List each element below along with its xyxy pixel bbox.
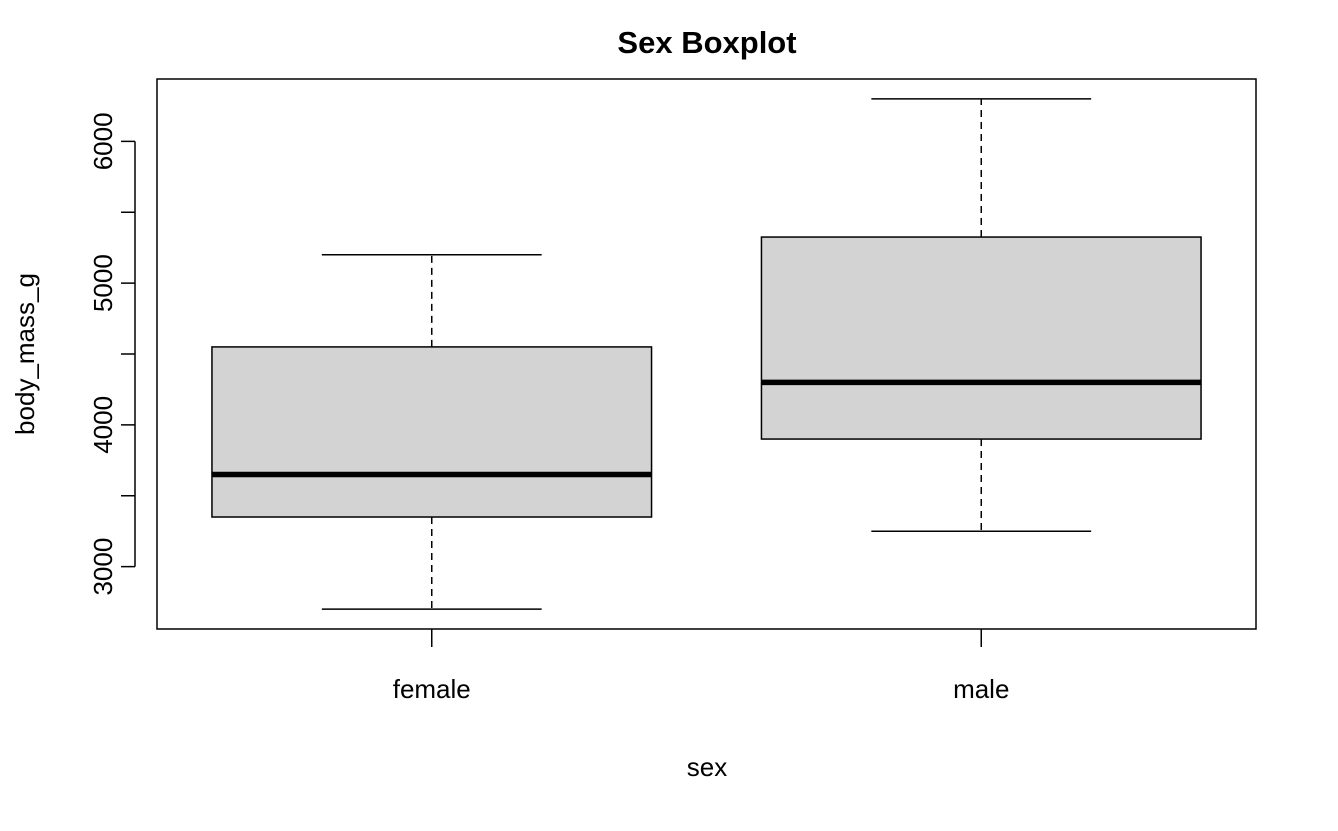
x-tick-label: male — [953, 674, 1009, 704]
y-axis-label: body_mass_g — [10, 273, 40, 435]
plot-frame — [156, 78, 1257, 630]
box-male — [760, 236, 1202, 440]
x-axis-label: sex — [687, 752, 727, 782]
plot-layer: 3000 4000 5000 6000 female male — [88, 98, 1202, 704]
y-tick-label: 3000 — [88, 538, 118, 596]
y-tick-label: 4000 — [88, 396, 118, 454]
y-tick-label: 5000 — [88, 254, 118, 312]
chart-title: Sex Boxplot — [617, 25, 796, 60]
x-tick-label: female — [393, 674, 471, 704]
box-female — [211, 346, 653, 518]
y-tick-label: 6000 — [88, 112, 118, 170]
